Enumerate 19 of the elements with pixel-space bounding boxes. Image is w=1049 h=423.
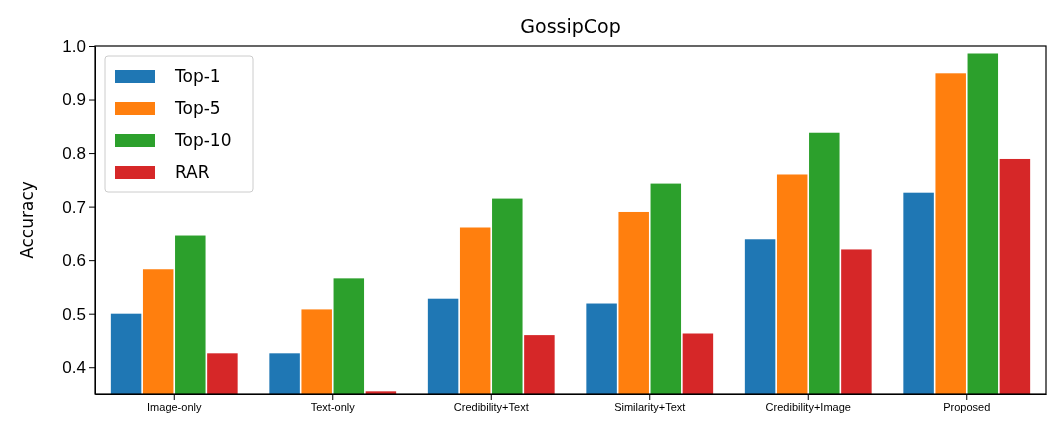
y-tick-label: 0.5	[62, 304, 86, 324]
x-tick-label: Text-only	[310, 400, 356, 413]
x-tick-label: Proposed	[943, 400, 991, 413]
x-tick-label: Credibility+Text	[453, 400, 529, 413]
x-tick-label: Similarity+Text	[614, 400, 686, 413]
legend-label: RAR	[175, 162, 210, 182]
y-axis-title: Accuracy	[17, 181, 37, 259]
legend-label: Top-5	[174, 98, 221, 118]
legend-label: Top-1	[174, 66, 221, 86]
y-tick-label: 0.6	[62, 251, 86, 271]
x-tick-label: Image-only	[147, 400, 202, 413]
y-tick-label: 1.0	[62, 36, 86, 56]
y-tick-label: 0.9	[62, 90, 86, 110]
y-tick-label: 0.8	[62, 144, 86, 164]
y-tick-label: 0.7	[62, 197, 86, 217]
x-tick-label: Credibility+Image	[765, 400, 851, 413]
y-tick-label: 0.4	[62, 358, 86, 378]
chart-title: GossipCop	[520, 15, 621, 37]
legend-label: Top-10	[174, 130, 232, 150]
